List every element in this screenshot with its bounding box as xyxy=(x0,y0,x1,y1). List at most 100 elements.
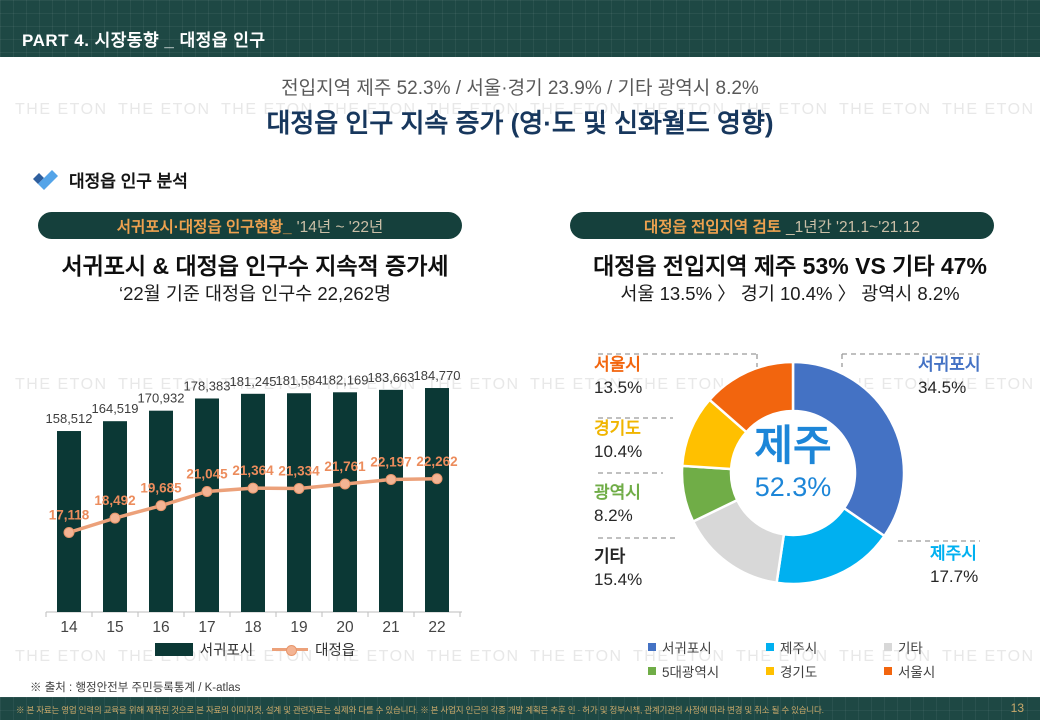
legend-swatch xyxy=(884,667,892,675)
watermark-text: THE ETON xyxy=(221,376,314,393)
trend-value-label: 21,045 xyxy=(186,466,228,481)
trend-value-label: 21,334 xyxy=(278,463,320,478)
callout-percent: 8.2% xyxy=(594,505,633,525)
x-tick-label: 16 xyxy=(152,619,169,636)
legend-swatch xyxy=(648,667,656,675)
left-chart-badge: 서귀포시·대정읍 인구현황_ '14년 ~ '22년 xyxy=(38,212,462,239)
source-note: ※ 출처 : 행정안전부 주민등록통계 / K-atlas xyxy=(30,682,241,694)
legend-item: 기타 xyxy=(884,637,1002,657)
donut-slice xyxy=(791,360,906,538)
x-tick-label: 21 xyxy=(382,619,399,636)
watermark-text: THE ETON xyxy=(427,648,520,665)
legend-label: 기타 xyxy=(898,641,923,656)
trend-marker xyxy=(431,473,443,485)
left-panel-subtitle: ‘22월 기준 대정읍 인구수 22,262명 xyxy=(118,283,392,304)
trend-value-label: 17,118 xyxy=(49,507,90,522)
bar-chart-legend: 서귀포시 대정읍 xyxy=(5,639,505,660)
bar xyxy=(195,398,219,612)
left-chart-badge-period: '14년 ~ '22년 xyxy=(296,218,384,236)
callout-percent: 17.7% xyxy=(930,566,979,586)
legend-item: 경기도 xyxy=(766,661,884,681)
watermark-text: THE ETON xyxy=(15,648,108,665)
headline-block: 전입지역 제주 52.3% / 서울·경기 23.9% / 기타 광역시 8.2… xyxy=(0,73,1040,140)
donut-chart-legend: 서귀포시 제주시 기타 5대광역시 경기도 서울시 xyxy=(648,637,1002,681)
trend-value-label: 22,197 xyxy=(370,454,411,469)
donut-callout: 서울시 13.5% xyxy=(594,354,642,399)
watermark-text: THE ETON xyxy=(15,376,108,393)
section-label: 대정읍 인구 분석 xyxy=(32,167,188,192)
trend-marker xyxy=(201,485,213,497)
watermark-text: THE ETON xyxy=(324,101,417,118)
bar xyxy=(287,393,311,612)
bar xyxy=(379,389,403,612)
bar-value-label: 181,584 xyxy=(276,373,323,388)
watermark-text: THE ETON xyxy=(324,648,417,665)
bar xyxy=(241,393,265,612)
bar-value-label: 183,663 xyxy=(368,370,415,385)
legend-label: 5대광역시 xyxy=(662,665,720,680)
callout-percent: 34.5% xyxy=(918,377,967,397)
donut-callout: 서귀포시 34.5% xyxy=(918,354,981,399)
trend-marker xyxy=(339,478,351,490)
trend-marker xyxy=(155,500,167,512)
x-tick-label: 15 xyxy=(106,619,123,636)
callout-percent: 13.5% xyxy=(594,377,643,397)
x-tick-label: 17 xyxy=(198,619,215,636)
donut-callout: 기타 15.4% xyxy=(594,546,642,591)
legend-label: 서귀포시 xyxy=(662,641,712,656)
watermark-text: THE ETON xyxy=(221,101,314,118)
donut-callout: 경기도 10.4% xyxy=(594,418,642,463)
watermark-text: THE ETON xyxy=(942,101,1035,118)
legend-swatch xyxy=(766,643,774,651)
legend-item: 서울시 xyxy=(884,661,1002,681)
watermark-text: THE ETON xyxy=(942,648,1035,665)
callout-percent: 10.4% xyxy=(594,441,643,461)
watermark-text: THE ETON xyxy=(839,648,932,665)
x-tick-label: 20 xyxy=(336,619,354,636)
footer-disclaimer: ※ 본 자료는 영업 인력의 교육을 위해 제작된 것으로 본 자료의 이미지컷… xyxy=(16,705,824,715)
legend-item: 서귀포시 xyxy=(648,637,766,657)
right-panel-subtitle: 서울 13.5% 〉 경기 10.4% 〉 광역시 8.2% xyxy=(620,283,960,304)
callout-name: 광역시 xyxy=(594,483,641,502)
watermark-text: THE ETON xyxy=(15,101,108,118)
x-tick-label: 18 xyxy=(244,619,261,636)
right-panel-title: 대정읍 전입지역 제주 53% VS 기타 47% xyxy=(593,253,987,279)
trend-marker xyxy=(385,473,397,485)
check-diamond-icon xyxy=(32,168,59,191)
legend-swatch xyxy=(884,643,892,651)
right-chart-badge-title: 대정읍 전입지역 검토 xyxy=(644,218,781,236)
donut-callout: 제주시 17.7% xyxy=(930,543,978,588)
slide-header-title: PART 4. 시장동향 _ 대정읍 인구 xyxy=(22,31,266,50)
headline-subtitle: 전입지역 제주 52.3% / 서울·경기 23.9% / 기타 광역시 8.2… xyxy=(281,78,759,99)
bar xyxy=(425,388,449,612)
watermark-text: THE ETON xyxy=(530,376,623,393)
bar-value-label: 184,770 xyxy=(414,368,461,383)
legend-item: 제주시 xyxy=(766,637,884,657)
legend-swatch xyxy=(766,667,774,675)
watermark-text: THE ETON xyxy=(839,101,932,118)
callout-name: 경기도 xyxy=(594,419,641,438)
donut-callout: 광역시 8.2% xyxy=(594,482,641,527)
legend-line-swatch xyxy=(272,645,309,656)
trend-value-label: 21,364 xyxy=(232,463,274,478)
watermark-text: THE ETON xyxy=(530,101,623,118)
bar xyxy=(333,392,357,612)
page-number: 13 xyxy=(1010,701,1024,715)
right-chart-badge-period: _1년간 '21.1~'21.12 xyxy=(785,218,920,236)
legend-label: 서울시 xyxy=(898,665,936,680)
bar xyxy=(149,410,173,612)
watermark-text: THE ETON xyxy=(736,101,829,118)
watermark-text: THE ETON xyxy=(736,648,829,665)
section-label-text: 대정읍 인구 분석 xyxy=(69,172,188,191)
watermark-text: THE ETON xyxy=(942,376,1035,393)
left-chart-badge-title: 서귀포시·대정읍 인구현황_ xyxy=(116,218,292,236)
donut-center-value: 52.3% xyxy=(755,472,832,502)
watermark-text: THE ETON xyxy=(118,101,211,118)
watermark-text: THE ETON xyxy=(427,376,520,393)
callout-name: 서울시 xyxy=(594,355,641,374)
slide-header-bar: PART 4. 시장동향 _ 대정읍 인구 xyxy=(0,0,1040,57)
x-tick-label: 22 xyxy=(428,619,445,636)
slide-footer-bar: ※ 본 자료는 영업 인력의 교육을 위해 제작된 것으로 본 자료의 이미지컷… xyxy=(0,697,1040,720)
bar-value-label: 164,519 xyxy=(92,401,139,416)
